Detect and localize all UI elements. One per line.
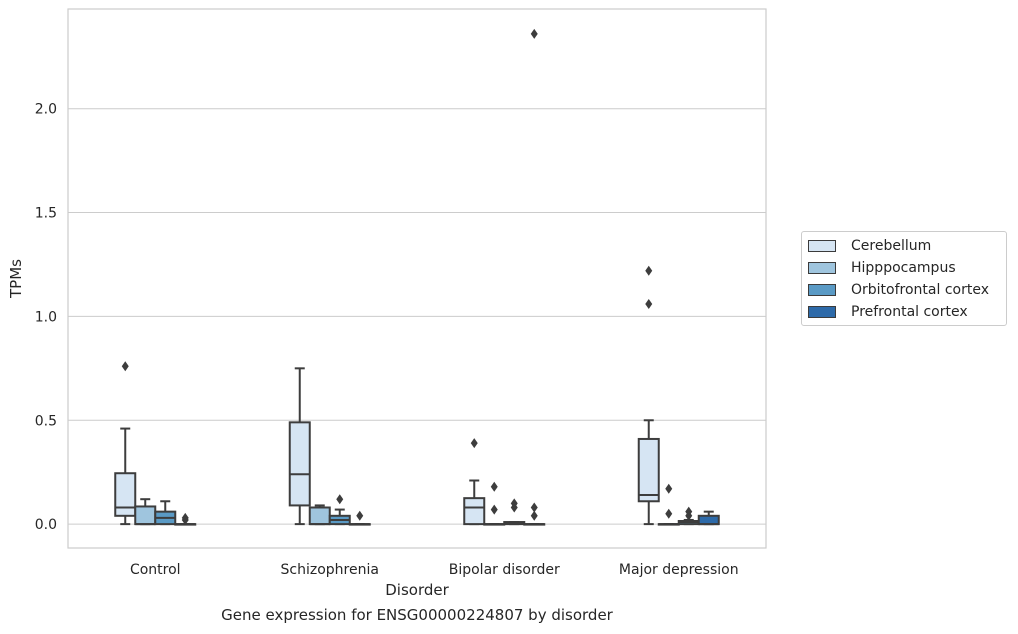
plot-frame	[67, 8, 767, 549]
outlier-orbitofrontal-cortex	[336, 494, 344, 505]
box-prefrontal-cortex	[697, 514, 720, 526]
outlier-prefrontal-cortex	[181, 512, 189, 523]
legend-label-prefrontal-cortex: Prefrontal cortex	[851, 304, 968, 320]
legend-swatch-cerebellum	[808, 240, 836, 252]
y-tick-label: 0.0	[35, 517, 57, 533]
outlier-cerebellum	[470, 438, 478, 449]
legend-item-prefrontal-cortex: Prefrontal cortex	[808, 302, 968, 322]
chart-caption: Gene expression for ENSG00000224807 by d…	[221, 606, 613, 624]
x-tick-label: Bipolar disorder	[449, 562, 560, 578]
legend-label-orbitofrontal-cortex: Orbitofrontal cortex	[851, 282, 989, 298]
legend: Cerebellum Hipppocampus Orbitofrontal co…	[801, 231, 1007, 326]
y-tick-label: 1.5	[35, 206, 57, 222]
y-tick-label: 0.5	[35, 413, 57, 429]
legend-item-hippocampus: Hipppocampus	[808, 258, 956, 278]
y-tick-label: 1.0	[35, 309, 57, 325]
outlier-prefrontal-cortex	[356, 510, 364, 521]
outlier-hipppocampus	[665, 483, 673, 494]
x-tick-label: Major depression	[619, 562, 739, 578]
outlier-cerebellum	[645, 298, 653, 309]
legend-swatch-orbitofrontal-cortex	[808, 284, 836, 296]
outlier-cerebellum	[645, 265, 653, 276]
box-cerebellum	[114, 472, 137, 517]
outlier-cerebellum	[121, 361, 129, 372]
outlier-orbitofrontal-cortex	[510, 498, 518, 509]
outlier-prefrontal-cortex	[530, 502, 538, 513]
legend-label-cerebellum: Cerebellum	[851, 238, 932, 254]
legend-swatch-hippocampus	[808, 262, 836, 274]
y-tick-label: 2.0	[35, 102, 57, 118]
outlier-hipppocampus	[490, 481, 498, 492]
box-cerebellum	[637, 437, 660, 503]
box-hipppocampus	[134, 505, 157, 526]
x-tick-label: Schizophrenia	[281, 562, 379, 578]
legend-swatch-prefrontal-cortex	[808, 306, 836, 318]
outlier-hipppocampus	[665, 508, 673, 519]
legend-label-hippocampus: Hipppocampus	[851, 260, 956, 276]
x-tick-label: Control	[130, 562, 181, 578]
box-cerebellum	[463, 497, 486, 526]
outlier-prefrontal-cortex	[530, 28, 538, 39]
x-axis-title: Disorder	[385, 581, 449, 599]
legend-item-cerebellum: Cerebellum	[808, 236, 931, 256]
y-axis-title: TPMs	[7, 259, 25, 299]
outlier-orbitofrontal-cortex	[685, 506, 693, 517]
outlier-hipppocampus	[490, 504, 498, 515]
legend-item-orbitofrontal-cortex: Orbitofrontal cortex	[808, 280, 989, 300]
box-hipppocampus	[308, 506, 331, 526]
outlier-prefrontal-cortex	[530, 510, 538, 521]
box-cerebellum	[288, 421, 311, 507]
